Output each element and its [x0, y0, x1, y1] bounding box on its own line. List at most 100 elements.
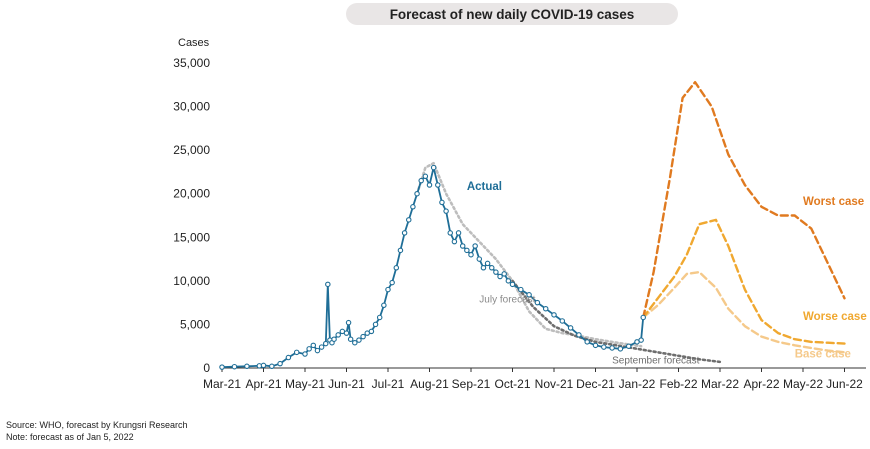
actual-data-point: [347, 336, 354, 342]
actual-data-point: [617, 346, 624, 352]
actual-data-point: [306, 346, 312, 352]
actual-data-point: [534, 299, 541, 306]
september-forecast-label: September forecast: [612, 356, 699, 367]
actual-data-point: [447, 230, 453, 236]
y-tick-label: 35,000: [173, 56, 210, 70]
actual-data-point: [418, 177, 424, 184]
actual-data-point: [318, 344, 325, 350]
actual-data-point: [484, 260, 491, 267]
actual-data-point: [601, 344, 607, 350]
actual-data-point: [584, 339, 590, 345]
actual-data-point: [389, 279, 395, 286]
actual-data-point: [455, 230, 462, 236]
actual-data-point: [592, 342, 599, 349]
actual-data-point: [331, 336, 337, 342]
actual-data-point: [260, 362, 267, 369]
x-tick-label: Aug-21: [410, 377, 449, 391]
actual-label: Actual: [467, 181, 502, 193]
x-tick-label: Mar-22: [701, 377, 739, 391]
y-tick-label: 10,000: [173, 274, 210, 288]
actual-data-point: [422, 173, 429, 180]
y-tick-label: 0: [203, 361, 210, 375]
x-tick-label: Jun-21: [328, 377, 365, 391]
x-tick-label: May-21: [285, 377, 325, 391]
source-note: Source: WHO, forecast by Krungsri Resear…: [6, 420, 188, 430]
actual-data-point: [435, 182, 441, 188]
july-forecast-series: [415, 161, 643, 348]
actual-data-point: [476, 256, 483, 262]
actual-data-point: [376, 314, 383, 321]
actual-data-point: [430, 164, 437, 171]
actual-data-point: [638, 337, 644, 343]
actual-data-point: [219, 364, 225, 370]
actual-data-point: [322, 340, 329, 347]
actual-data-point: [501, 271, 507, 277]
actual-data-point: [277, 360, 283, 367]
actual-data-point: [335, 332, 341, 338]
x-tick-label: May-22: [783, 377, 823, 391]
actual-data-point: [542, 305, 549, 312]
y-tick-label: 15,000: [173, 230, 210, 244]
actual-data-point: [372, 321, 379, 328]
y-tick-label: 25,000: [173, 143, 210, 157]
x-tick-label: Jun-22: [826, 377, 863, 391]
x-tick-label: Apr-22: [743, 377, 779, 391]
actual-data-point: [414, 190, 420, 197]
actual-data-point: [381, 302, 387, 309]
actual-data-point: [310, 342, 317, 349]
y-tick-label: 20,000: [173, 187, 210, 201]
x-tick-label: Nov-21: [535, 377, 574, 391]
actual-data-point: [551, 312, 557, 318]
forecast-note: Note: forecast as of Jan 5, 2022: [6, 432, 134, 442]
actual-data-point: [360, 333, 366, 340]
actual-data-point: [472, 243, 478, 249]
actual-data-point: [352, 339, 358, 346]
actual-data-point: [567, 325, 574, 331]
actual-data-point: [518, 286, 524, 293]
x-tick-label: Apr-21: [245, 377, 281, 391]
x-tick-label: Dec-21: [576, 377, 615, 391]
actual-data-point: [480, 265, 487, 271]
y-axis-label: Cases: [178, 37, 210, 49]
x-tick-label: Sep-21: [452, 377, 491, 391]
base-case-label: Base case: [795, 349, 851, 361]
actual-data-point: [559, 318, 566, 324]
actual-data-point: [343, 330, 350, 336]
actual-data-point: [293, 349, 300, 356]
actual-data-point: [285, 354, 292, 361]
actual-data-point: [459, 243, 466, 249]
y-tick-label: 5,000: [180, 317, 210, 331]
september-forecast-series: [511, 279, 722, 364]
actual-data-point: [640, 314, 646, 321]
actual-data-point: [314, 347, 321, 354]
x-tick-label: Oct-21: [494, 377, 530, 391]
actual-data-point: [488, 265, 495, 271]
actual-data-point: [497, 273, 503, 280]
actual-data-point: [393, 265, 400, 271]
actual-data-point: [451, 238, 458, 245]
actual-data-point: [244, 363, 250, 370]
actual-data-point: [509, 281, 516, 288]
actual-data-point: [609, 345, 615, 351]
actual-data-point: [231, 363, 238, 370]
actual-data-point: [505, 278, 512, 284]
x-tick-label: Jan-22: [619, 377, 656, 391]
actual-data-point: [302, 351, 308, 357]
actual-data-point: [401, 230, 408, 236]
x-tick-label: Mar-21: [203, 377, 241, 391]
actual-data-point: [468, 251, 474, 258]
actual-data-point: [345, 319, 352, 326]
y-tick-label: 30,000: [173, 100, 210, 114]
actual-data-point: [443, 208, 449, 214]
actual-data-point: [493, 269, 499, 275]
footnotes: Source: WHO, forecast by Krungsri Resear…: [6, 419, 188, 443]
x-tick-label: Jul-21: [372, 377, 405, 391]
actual-data-point: [439, 199, 445, 206]
actual-data-point: [269, 363, 275, 370]
actual-data-point: [368, 328, 375, 335]
actual-data-point: [325, 281, 331, 288]
actual-data-point: [385, 286, 391, 293]
actual-data-point: [526, 292, 532, 298]
worse-case-series: [642, 218, 846, 345]
